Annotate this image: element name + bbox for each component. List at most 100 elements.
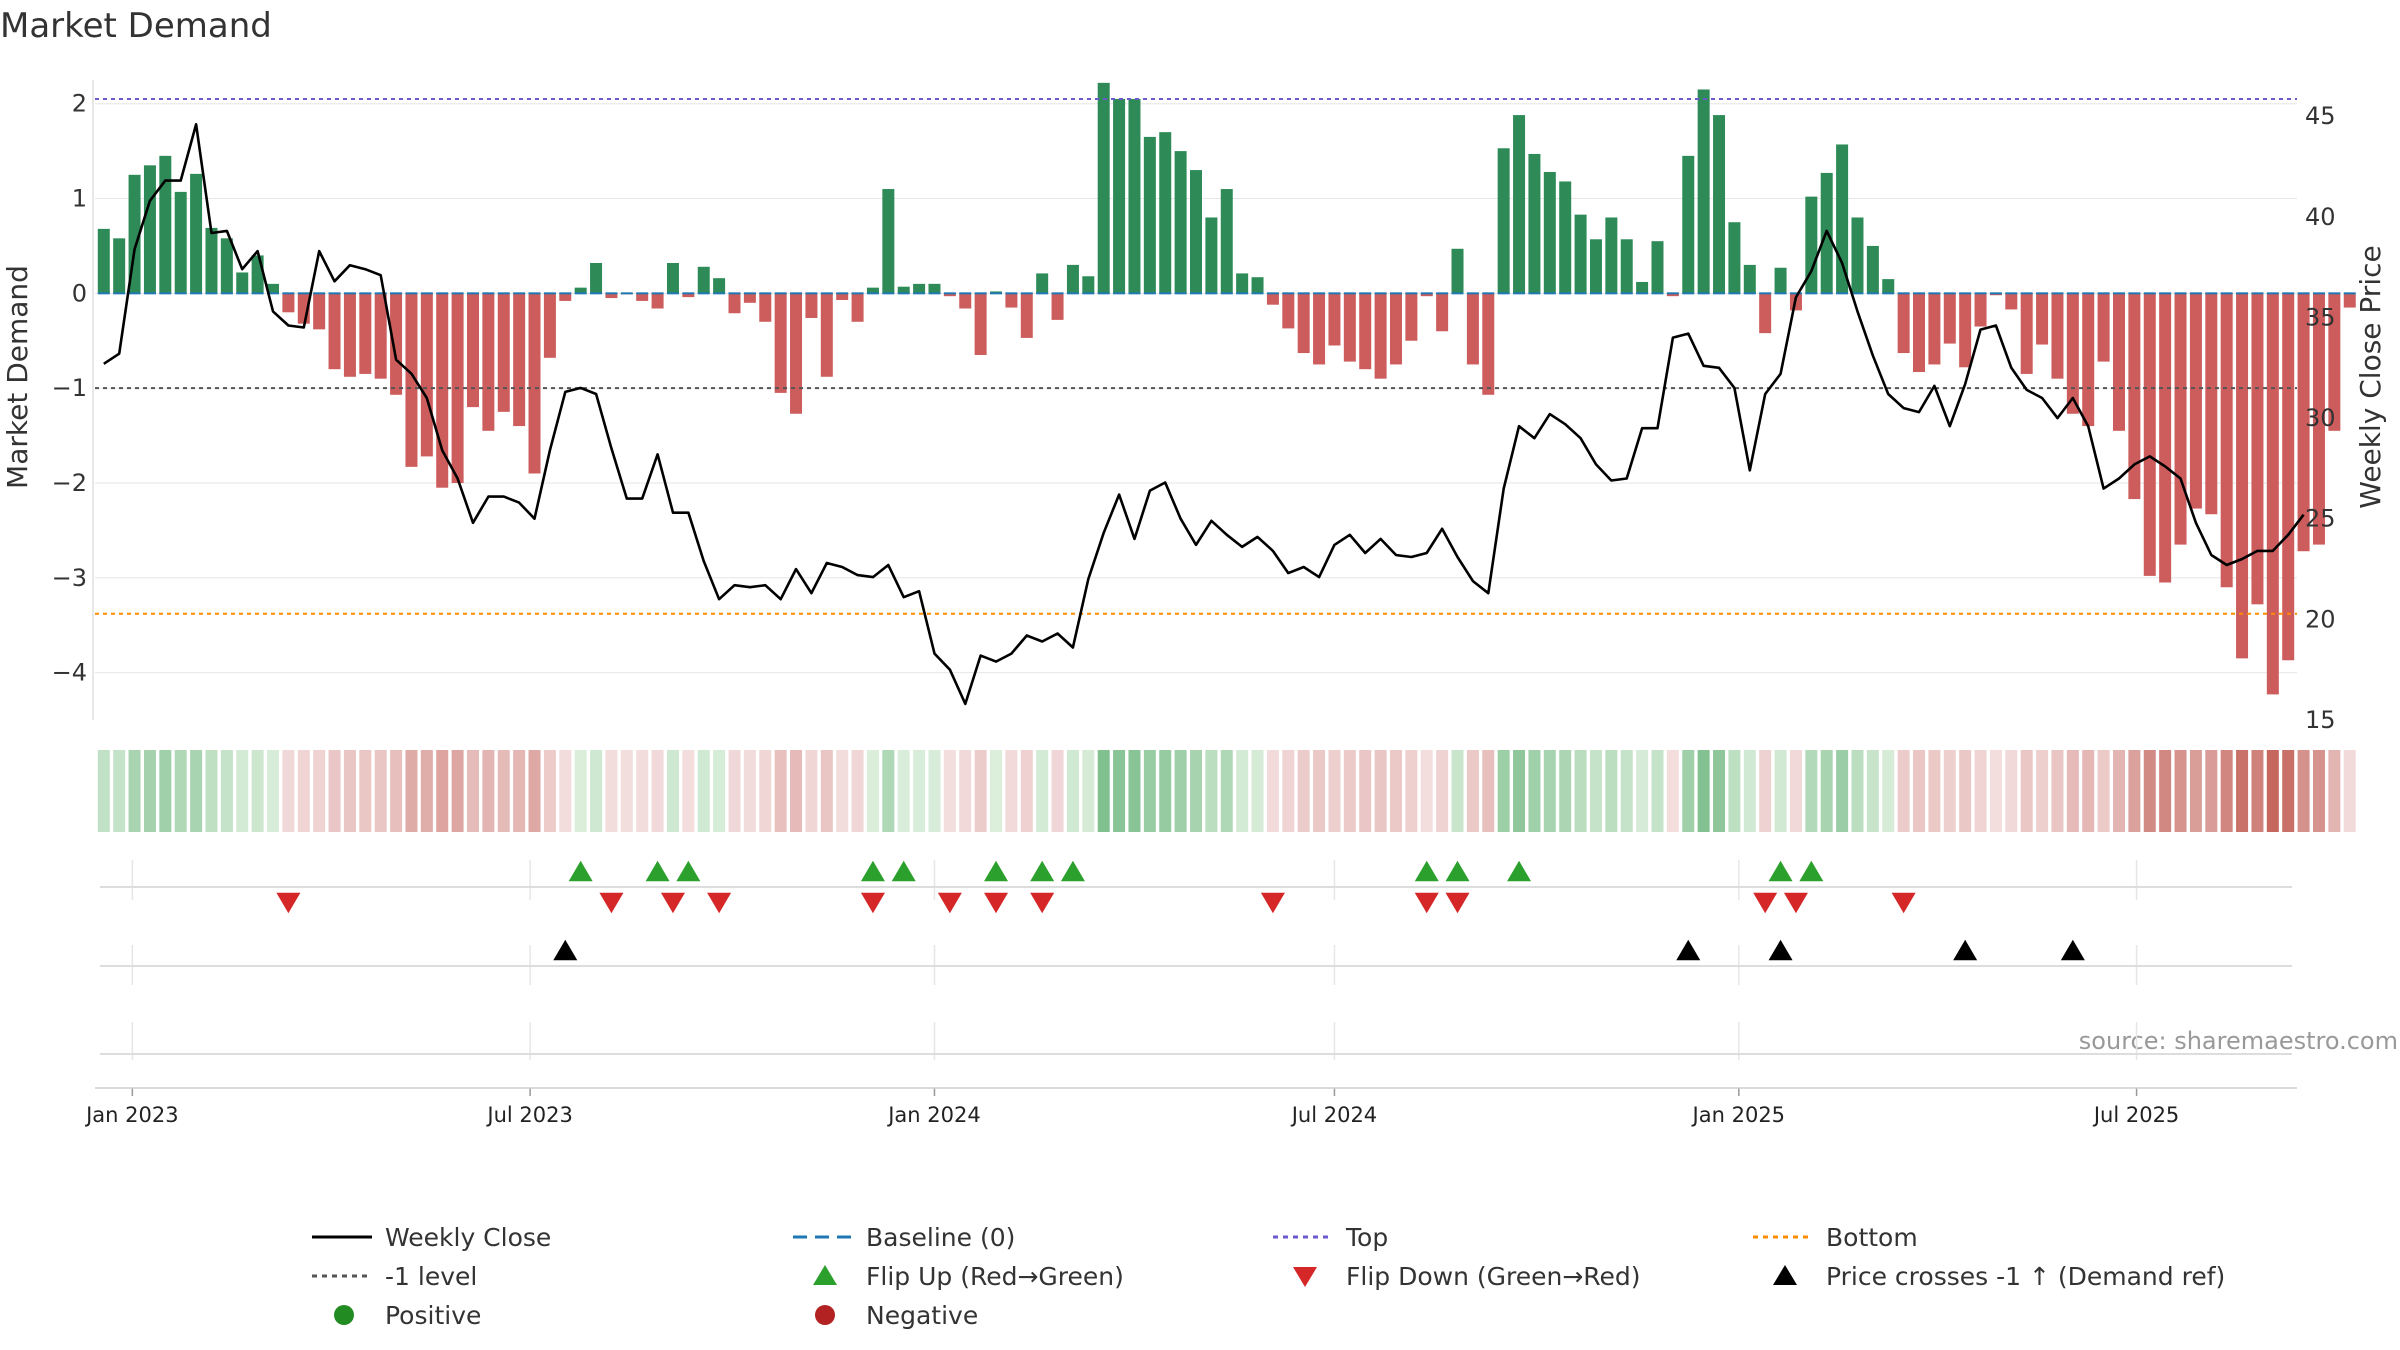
- heat-cell: [1220, 750, 1233, 832]
- heat-cell: [2297, 750, 2310, 832]
- flip-up-marker: [984, 860, 1009, 882]
- demand-bar: [590, 262, 603, 294]
- flip-up-marker: [1507, 860, 1532, 882]
- y-tick-label-right: 35: [2305, 303, 2336, 331]
- demand-bar: [1343, 293, 1356, 362]
- x-tick-label: Jan 2023: [84, 1103, 179, 1127]
- heat-cell: [1251, 750, 1264, 832]
- demand-bar: [928, 283, 941, 294]
- legend-label: -1 level: [385, 1262, 477, 1291]
- y-tick-label-left: −4: [52, 659, 87, 687]
- demand-bar: [2174, 293, 2187, 545]
- demand-bar: [2097, 293, 2110, 362]
- reference-lines: [95, 97, 2356, 615]
- demand-bar: [1666, 293, 1679, 297]
- demand-bar: [1036, 273, 1049, 294]
- demand-bar: [436, 293, 449, 488]
- demand-bar: [1728, 222, 1741, 294]
- heat-cell: [1266, 750, 1279, 832]
- heat-cell: [528, 750, 541, 832]
- demand-bar: [405, 293, 418, 467]
- heat-cell: [1713, 750, 1726, 832]
- demand-bar: [713, 278, 726, 294]
- heat-cell: [1897, 750, 1910, 832]
- heat-cell: [174, 750, 187, 832]
- heat-cell: [1113, 750, 1126, 832]
- demand-bar: [1913, 293, 1926, 373]
- demand-bar: [236, 272, 249, 294]
- heat-cell: [1989, 750, 2002, 832]
- demand-bar: [1328, 293, 1341, 346]
- heat-cell: [959, 750, 972, 832]
- heat-cell: [2082, 750, 2095, 832]
- demand-bar: [2159, 293, 2172, 583]
- demand-bar: [943, 293, 956, 297]
- demand-bar: [1159, 132, 1172, 294]
- y-tick-label-right: 45: [2305, 102, 2336, 130]
- heat-cell: [1651, 750, 1664, 832]
- heat-cell: [1097, 750, 1110, 832]
- demand-bar: [390, 293, 403, 395]
- demand-bar: [2343, 293, 2356, 308]
- heat-cell: [1851, 750, 1864, 832]
- heat-cell: [2189, 750, 2202, 832]
- demand-bar: [1113, 98, 1126, 294]
- legend-label: Negative: [866, 1301, 978, 1330]
- flip-up-marker: [1414, 860, 1439, 882]
- heat-cell: [1405, 750, 1418, 832]
- demand-bar: [1313, 293, 1326, 365]
- demand-bar: [1713, 115, 1726, 294]
- heat-cell: [928, 750, 941, 832]
- heat-cell: [282, 750, 295, 832]
- demand-bar: [1543, 171, 1556, 294]
- heat-cell: [390, 750, 403, 832]
- heat-cell: [1759, 750, 1772, 832]
- heat-cell: [2143, 750, 2156, 832]
- demand-bar: [128, 174, 141, 294]
- heat-cell: [697, 750, 710, 832]
- flip-down-marker: [1783, 892, 1808, 914]
- demand-bar: [1943, 293, 1956, 344]
- demand-bar: [282, 293, 295, 313]
- flip-up-marker: [645, 860, 670, 882]
- heat-cell: [2051, 750, 2064, 832]
- demand-bar: [774, 293, 787, 393]
- heat-cell: [1374, 750, 1387, 832]
- demand-bar: [1651, 241, 1664, 294]
- legend-label: Weekly Close: [385, 1223, 551, 1252]
- price-cross-marker: [1953, 939, 1978, 961]
- demand-bar: [2143, 293, 2156, 576]
- heat-cell: [2036, 750, 2049, 832]
- demand-bar: [1220, 189, 1233, 294]
- demand-bar: [1374, 293, 1387, 379]
- heat-cell: [682, 750, 695, 832]
- heat-cell: [328, 750, 341, 832]
- heat-cell: [943, 750, 956, 832]
- demand-bar: [328, 293, 341, 370]
- demand-bar: [2128, 293, 2141, 500]
- demand-bar: [97, 228, 110, 294]
- demand-bar: [1205, 217, 1218, 294]
- heat-cell: [1913, 750, 1926, 832]
- heat-cell: [1143, 750, 1156, 832]
- heat-cell: [1928, 750, 1941, 832]
- heat-cell: [1359, 750, 1372, 832]
- demand-bar: [2205, 293, 2218, 515]
- legend-item: Negative: [815, 1301, 978, 1330]
- heat-cell: [1774, 750, 1787, 832]
- demand-bar: [851, 293, 864, 322]
- flip-up-marker: [1768, 860, 1793, 882]
- demand-bar: [1605, 217, 1618, 294]
- heat-cell: [405, 750, 418, 832]
- demand-bar: [1174, 151, 1187, 294]
- heat-cell: [313, 750, 326, 832]
- heat-cell: [820, 750, 833, 832]
- demand-bar: [805, 293, 818, 318]
- demand-bar: [2020, 293, 2033, 374]
- demand-bar: [313, 293, 326, 330]
- price-cross-marker: [2060, 939, 2085, 961]
- x-tick-label: Jul 2023: [485, 1103, 572, 1127]
- demand-bar: [1759, 293, 1772, 334]
- axes-layer: 2 1 0 −1 −2 −3 −4 45 40 35 30 25 20 15 Jan 2023 Jul 202…: [52, 80, 2336, 1127]
